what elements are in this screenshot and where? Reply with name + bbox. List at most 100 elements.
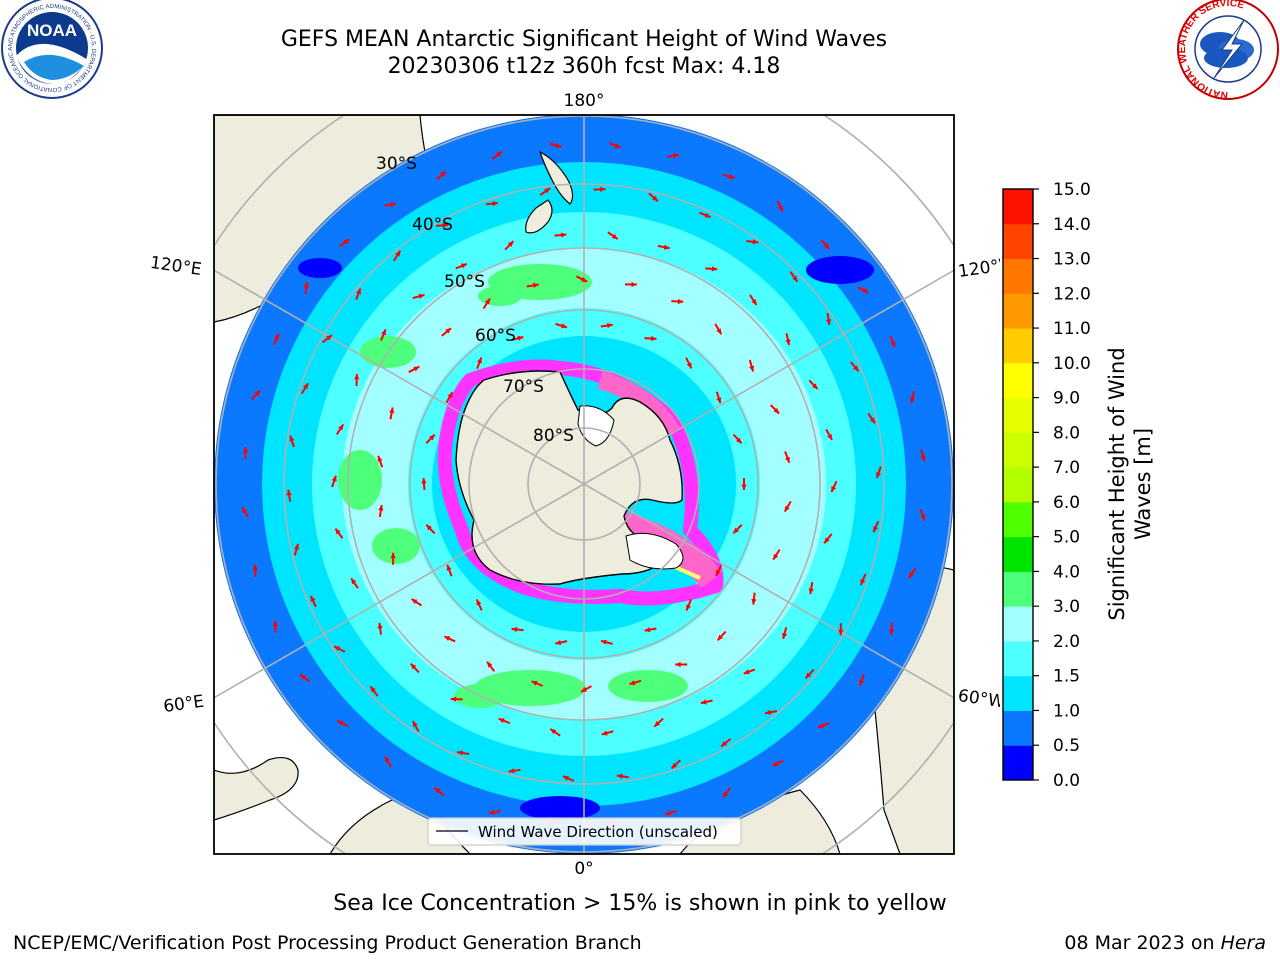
colorbar-tick-label: 2.0 bbox=[1053, 632, 1080, 652]
wave-arrow-head bbox=[859, 679, 865, 686]
wave-arrow-head bbox=[447, 392, 453, 399]
colorbar-tick-label: 11.0 bbox=[1053, 319, 1091, 339]
wave-arrow-head bbox=[555, 639, 562, 646]
wave-arrow-head bbox=[741, 484, 747, 490]
wave-arrow-head bbox=[412, 721, 418, 728]
colorbar-block bbox=[1003, 432, 1033, 468]
wave-arrow-head bbox=[252, 564, 258, 571]
wave-arrow-head bbox=[686, 362, 692, 369]
wave-arrow-head bbox=[785, 339, 791, 346]
wave-arrow-head bbox=[460, 263, 467, 269]
wave-arrow-head bbox=[616, 773, 623, 779]
wave-arrow-head bbox=[860, 579, 866, 586]
wave-arrow-head bbox=[733, 527, 739, 534]
lat-label-40s: 40°S bbox=[412, 215, 453, 235]
wave-arrow-head bbox=[717, 634, 724, 641]
wave-arrow-head bbox=[531, 680, 538, 686]
colorbar-block bbox=[1003, 571, 1033, 607]
wave-patches-low bbox=[298, 256, 874, 820]
wave-arrow-head bbox=[777, 205, 783, 212]
wave-arrow-head bbox=[817, 723, 824, 728]
wave-arrow-head bbox=[337, 720, 344, 726]
lon-label-180: 180° bbox=[564, 91, 605, 111]
wave-arrow-head bbox=[580, 686, 587, 692]
colorbar-block bbox=[1003, 223, 1033, 260]
wave-arrow-head bbox=[334, 646, 341, 652]
wave-arrow-head bbox=[377, 622, 383, 629]
colorbar-block bbox=[1003, 467, 1033, 503]
map-frame bbox=[213, 114, 955, 855]
wave-arrow-head bbox=[354, 373, 360, 380]
wave-arrow-head bbox=[920, 514, 926, 521]
wave-arrow-head bbox=[711, 266, 718, 272]
wave-arrow-head bbox=[773, 553, 779, 560]
lat-label-80s: 80°S bbox=[533, 426, 574, 446]
wave-arrow-head bbox=[716, 328, 722, 335]
wave-arrow-head bbox=[457, 750, 463, 756]
colorbar-tick-label: 0.5 bbox=[1053, 736, 1080, 756]
colorbar-block bbox=[1003, 397, 1033, 433]
wave-arrow-head bbox=[492, 201, 499, 207]
wave-arrow-head bbox=[299, 674, 306, 680]
wave-arrow-head bbox=[876, 472, 882, 478]
wave-arrow-head bbox=[671, 762, 678, 769]
wave-arrow-head bbox=[395, 250, 401, 257]
wave-arrow-head bbox=[286, 489, 292, 496]
antarctica bbox=[455, 370, 683, 585]
wave-arrow-head bbox=[654, 721, 661, 727]
colorbar-tick-label: 13.0 bbox=[1053, 250, 1091, 270]
noaa-logo: NOAA NATIONAL OCEANIC AND ATMOSPHERIC AD… bbox=[0, 0, 103, 99]
machine-name: Hera bbox=[1220, 932, 1266, 954]
wave-arrow-head bbox=[629, 680, 636, 686]
colorbar-frame bbox=[1002, 188, 1034, 781]
colorbar-ticks: 0.0 0.5 1.0 1.5 2.0 3.0 4.0 5.0 6.0 7.0 8.0 9.0 10.0… bbox=[1033, 180, 1091, 791]
wave-arrow-head bbox=[784, 456, 790, 463]
wave-arrow-head bbox=[326, 335, 333, 341]
noaa-logo-text: NOAA bbox=[27, 21, 77, 40]
wave-arrow-head bbox=[560, 232, 567, 238]
wave-arrow-head bbox=[381, 329, 386, 336]
lon-label-0: 0° bbox=[574, 859, 593, 879]
wave-arrow-head bbox=[484, 298, 491, 305]
credit-text: NCEP/EMC/Verification Post Processing Pr… bbox=[13, 932, 642, 954]
colorbar-tick-label: 14.0 bbox=[1053, 215, 1091, 235]
sea-ice-caption: Sea Ice Concentration > 15% is shown in … bbox=[333, 891, 947, 916]
wave-arrow-head bbox=[418, 293, 425, 299]
wave-arrow-head bbox=[446, 564, 452, 571]
wave-arrow-head bbox=[611, 233, 618, 240]
wave-arrow-head bbox=[477, 357, 482, 364]
wave-arrow-head bbox=[838, 629, 844, 636]
wave-arrow-head bbox=[601, 730, 608, 736]
wave-arrow-head bbox=[351, 578, 357, 585]
nws-logo: NATIONAL WEATHER SERVICE bbox=[1177, 0, 1279, 100]
colorbar-tick-label: 0.0 bbox=[1053, 771, 1080, 791]
wave-arrow-head bbox=[675, 661, 681, 668]
graticule bbox=[214, 115, 954, 854]
wave-arrow-head bbox=[716, 397, 722, 404]
wave-arrow-head bbox=[507, 241, 514, 247]
wave-arrow-head bbox=[310, 595, 316, 602]
wave-arrow-head bbox=[728, 174, 735, 180]
wave-arrow-head bbox=[805, 672, 812, 679]
wave-arrow-head bbox=[873, 526, 879, 533]
colorbar-block bbox=[1003, 258, 1033, 294]
wave-arrow-head bbox=[751, 299, 757, 306]
wave-arrow-head bbox=[242, 507, 248, 514]
colorbar-block bbox=[1003, 675, 1033, 711]
wave-arrow-head bbox=[792, 275, 798, 282]
colorbar-tick-label: 4.0 bbox=[1053, 562, 1080, 582]
wave-arrow-head bbox=[370, 686, 376, 693]
wave-arrow-head bbox=[511, 626, 518, 633]
wave-arrow-head bbox=[338, 424, 344, 431]
wave-arrow-head bbox=[274, 333, 280, 340]
wave-arrow-head bbox=[890, 341, 896, 348]
wave-arrow-head bbox=[442, 222, 449, 228]
wave-arrow-head bbox=[824, 537, 830, 544]
wave-arrow-head bbox=[242, 447, 249, 453]
wave-arrow-head bbox=[808, 588, 814, 595]
wave-arrow-head bbox=[823, 243, 830, 249]
wave-arrow-head bbox=[331, 475, 337, 482]
wave-arrow-head bbox=[910, 397, 916, 404]
wave-arrow-head bbox=[782, 633, 788, 639]
colorbar-tick-label: 6.0 bbox=[1053, 493, 1080, 513]
